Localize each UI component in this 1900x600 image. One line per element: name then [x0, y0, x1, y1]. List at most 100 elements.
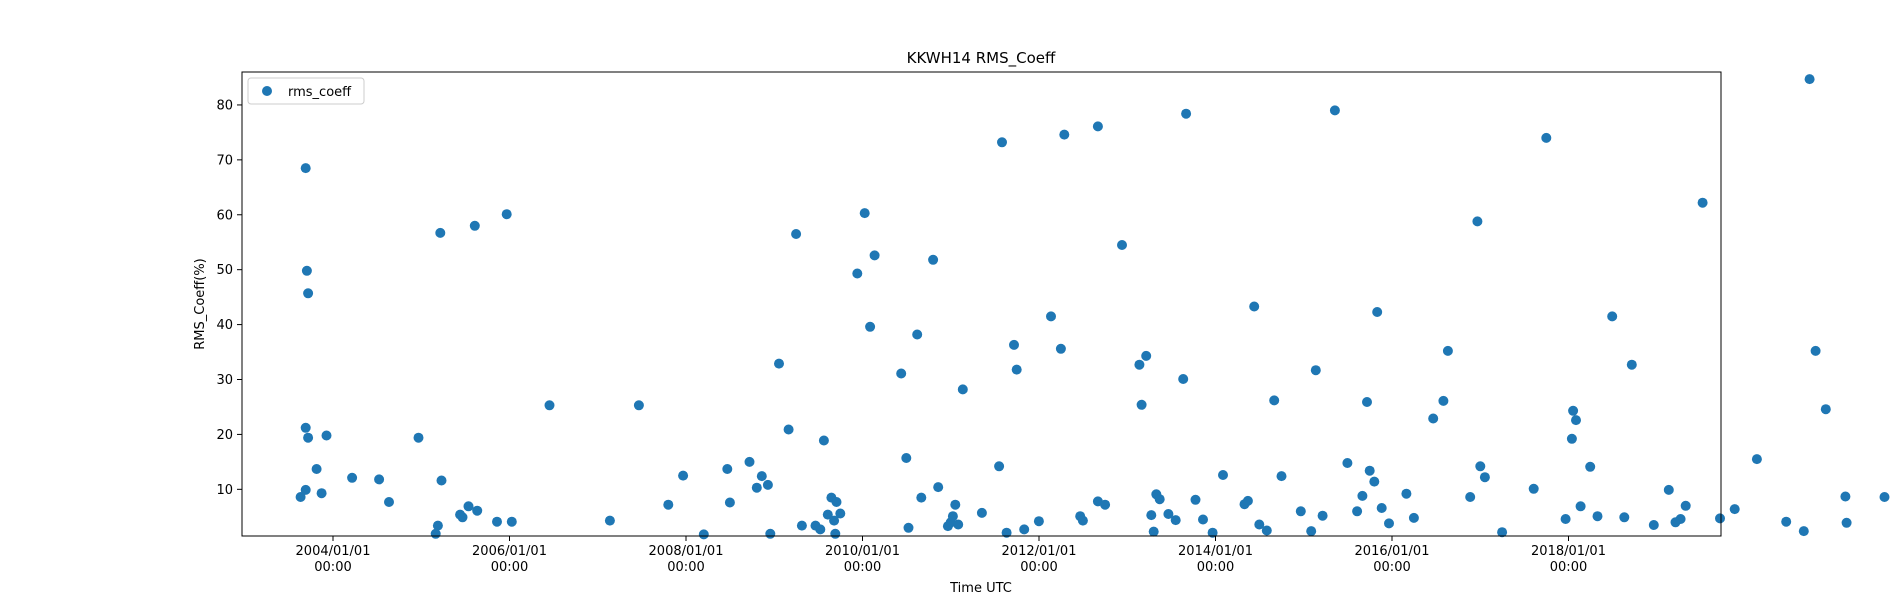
data-point	[1178, 374, 1189, 384]
data-point	[1317, 510, 1328, 521]
data-point	[859, 208, 870, 219]
legend-label: rms_coeff	[288, 85, 352, 100]
data-point	[311, 464, 322, 474]
data-point	[1163, 509, 1174, 519]
data-point	[1369, 476, 1380, 487]
data-point	[829, 515, 840, 526]
data-point	[1428, 413, 1439, 424]
data-point	[1841, 517, 1852, 528]
x-tick-label-time: 00:00	[844, 560, 881, 575]
data-point	[831, 497, 842, 507]
data-point	[432, 520, 443, 531]
data-point	[1019, 524, 1030, 535]
data-point	[1077, 515, 1088, 526]
data-point	[916, 492, 927, 503]
data-point	[1033, 516, 1044, 527]
data-point	[1781, 516, 1792, 527]
data-point	[413, 432, 424, 443]
data-point	[1408, 512, 1419, 523]
data-point	[316, 488, 327, 499]
data-point	[1362, 397, 1372, 407]
data-point	[722, 464, 733, 474]
data-point	[303, 432, 314, 443]
data-point	[1607, 311, 1618, 322]
data-point	[1059, 129, 1070, 140]
data-point	[663, 499, 674, 510]
data-point	[1001, 527, 1012, 538]
x-tick-label: 2018/01/01	[1531, 544, 1606, 559]
data-point	[901, 453, 912, 463]
data-point	[604, 515, 615, 526]
y-tick-label: 30	[216, 373, 233, 388]
data-point	[1729, 504, 1740, 515]
data-point	[1207, 527, 1218, 538]
data-point	[1697, 197, 1708, 208]
data-point	[1575, 501, 1586, 512]
data-point	[678, 470, 689, 481]
data-point	[1357, 490, 1368, 501]
y-tick-label: 10	[216, 483, 233, 498]
data-point	[430, 528, 441, 539]
data-point	[1148, 526, 1159, 537]
data-point	[1154, 494, 1165, 505]
chart-title: KKWH14 RMS_Coeff	[907, 49, 1056, 68]
data-point	[633, 400, 644, 411]
data-point	[1181, 108, 1192, 119]
data-point	[1438, 395, 1449, 406]
y-axis: 10 20 30 40 50 60 70 80	[216, 98, 242, 498]
data-point	[457, 512, 468, 523]
plot-area-frame	[241, 71, 1722, 537]
data-point	[300, 163, 311, 174]
data-point	[1626, 359, 1637, 370]
data-point	[1879, 492, 1890, 502]
data-point	[1401, 488, 1412, 499]
data-point	[997, 137, 1007, 148]
data-point	[751, 482, 762, 493]
y-tick-label: 60	[216, 208, 233, 223]
data-point	[1715, 513, 1725, 524]
data-point	[1134, 359, 1145, 370]
data-point	[724, 497, 735, 508]
data-point	[1242, 495, 1253, 506]
data-point	[1376, 503, 1387, 513]
data-point	[865, 321, 876, 332]
data-point	[1372, 307, 1383, 317]
x-tick-label: 2014/01/01	[1178, 544, 1253, 559]
data-point	[1541, 132, 1552, 143]
x-tick-label-time: 00:00	[1020, 560, 1057, 575]
x-tick-label: 2008/01/01	[649, 544, 724, 559]
data-point	[1528, 483, 1539, 494]
data-point	[1249, 301, 1260, 312]
data-point	[1472, 216, 1483, 227]
data-point	[1804, 74, 1815, 85]
x-tick-label: 2006/01/01	[472, 544, 547, 559]
data-point	[1190, 494, 1201, 505]
data-point	[1648, 520, 1659, 530]
y-tick-label: 20	[216, 428, 233, 443]
data-point	[1261, 525, 1272, 536]
data-point	[1269, 395, 1280, 406]
x-tick-label: 2016/01/01	[1355, 544, 1430, 559]
x-axis-label: Time UTC	[949, 581, 1012, 596]
data-point	[436, 475, 447, 486]
x-tick-label-time: 00:00	[1550, 560, 1587, 575]
data-point	[1046, 311, 1056, 322]
data-point	[1198, 514, 1208, 525]
data-point	[1011, 364, 1022, 375]
data-point	[435, 227, 446, 238]
legend-marker	[262, 86, 272, 96]
data-point	[1568, 405, 1579, 416]
data-point	[1364, 465, 1375, 476]
data-point	[1663, 484, 1674, 495]
data-point	[1810, 345, 1821, 356]
data-point	[1619, 512, 1630, 523]
data-point	[544, 400, 555, 411]
data-point	[953, 519, 964, 530]
data-point	[928, 254, 939, 265]
data-point	[1560, 514, 1571, 524]
data-point	[501, 209, 512, 220]
data-point	[1442, 345, 1453, 356]
x-tick-label-time: 00:00	[314, 560, 351, 575]
data-point	[295, 492, 306, 502]
